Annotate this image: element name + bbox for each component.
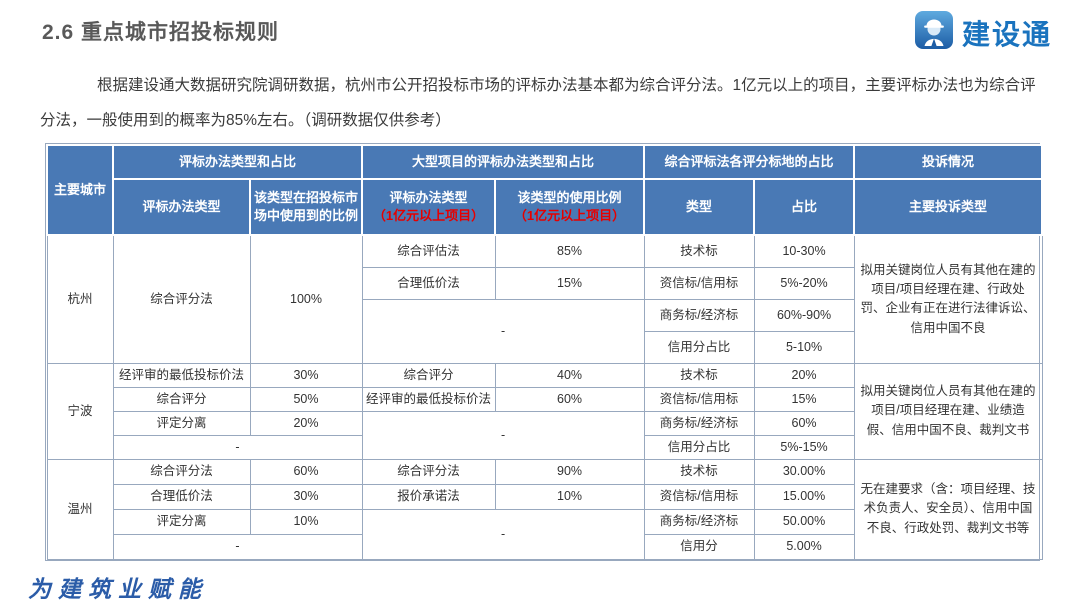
table-row: - 信用分占比 5%-15% [47, 434, 1042, 460]
header-method-type: 评标办法类型 [112, 178, 251, 236]
large-ratio-cell: 90% [494, 458, 645, 485]
header-main-city: 主要城市 [46, 144, 114, 236]
header-score-type: 类型 [643, 178, 756, 236]
score-ratio-cell: 15% [753, 386, 855, 412]
method-type-cell: 经评审的最低投标价法 [112, 362, 251, 388]
score-ratio-cell: 60% [753, 410, 855, 436]
score-ratio-cell: 50.00% [753, 508, 855, 535]
complaint-cell: 拟用关键岗位人员有其他在建的项目/项目经理在建、行政处罚、企业有正在进行法律诉讼… [853, 234, 1043, 364]
large-type-cell: 经评审的最低投标价法 [361, 386, 496, 412]
large-ratio-cell: 60% [494, 386, 645, 412]
score-ratio-cell: 10-30% [753, 234, 855, 268]
method-type-cell: 综合评分法 [112, 234, 251, 364]
empty-cell: - [361, 298, 645, 364]
score-ratio-cell: 30.00% [753, 458, 855, 485]
score-ratio-cell: 5-10% [753, 330, 855, 364]
table-row: 合理低价法 15% 资信标/信用标 5%-20% [47, 266, 1042, 300]
table-row: 合理低价法 30% 报价承诺法 10% 资信标/信用标 15.00% [47, 483, 1042, 510]
table-row: 杭州 综合评分法 100% 综合评估法 85% 技术标 10-30% 拟用关键岗… [46, 234, 1043, 364]
large-type-cell: 综合评分 [361, 362, 496, 388]
empty-cell: - [112, 533, 363, 560]
header-method-ratio: 该类型在招投标市场中使用到的比例 [248, 178, 364, 236]
score-type-cell: 资信标/信用标 [643, 386, 755, 412]
header-large-type-note: （1亿元以上项目） [372, 208, 485, 223]
score-type-cell: 商务标/经济标 [643, 410, 755, 436]
score-ratio-cell: 5%-20% [753, 266, 855, 300]
table-row: - 信用分 5.00% [47, 533, 1042, 560]
complaint-cell: 无在建要求（含：项目经理、技术负责人、安全员）、信用中国不良、行政处罚、裁判文书… [853, 458, 1043, 560]
method-type-cell: 综合评分法 [112, 458, 251, 485]
footer-slogan: 为建筑业赋能 [28, 576, 208, 603]
score-ratio-cell: 60%-90% [753, 298, 855, 332]
table-row: 综合评分 50% 经评审的最低投标价法 60% 资信标/信用标 15% [47, 386, 1042, 412]
header-group-method: 评标办法类型和占比 [111, 144, 364, 180]
score-type-cell: 信用分占比 [643, 330, 755, 364]
empty-cell: - [361, 508, 645, 560]
large-ratio-cell: 40% [494, 362, 645, 388]
method-ratio-cell: 30% [249, 483, 363, 510]
header-large-ratio: 该类型的使用比例 （1亿元以上项目） [494, 178, 646, 236]
header-group-large-project: 大型项目的评标办法类型和占比 [361, 144, 646, 180]
method-ratio-cell: 60% [249, 458, 363, 485]
logo-text: 建设通 [961, 18, 1052, 50]
construction-worker-icon [914, 10, 954, 55]
score-ratio-cell: 15.00% [753, 483, 855, 510]
page-title: 2.6 重点城市招投标规则 [42, 21, 280, 44]
score-type-cell: 资信标/信用标 [643, 483, 755, 510]
header-large-type-label: 评标办法类型 [389, 190, 468, 206]
method-ratio-cell: 20% [249, 410, 363, 436]
large-type-cell: 综合评估法 [361, 234, 496, 268]
score-type-cell: 信用分 [643, 533, 755, 560]
score-type-cell: 技术标 [643, 458, 755, 485]
large-ratio-cell: 85% [494, 234, 645, 268]
city-name: 杭州 [46, 234, 114, 364]
header-group-complaint: 投诉情况 [853, 144, 1044, 180]
large-type-cell: 报价承诺法 [361, 483, 496, 510]
method-type-cell: 合理低价法 [112, 483, 251, 510]
method-ratio-cell: 10% [249, 508, 363, 535]
header-large-type: 评标办法类型 （1亿元以上项目） [361, 178, 497, 236]
intro-paragraph: 根据建设通大数据研究院调研数据，杭州市公开招投标市场的评标办法基本都为综合评分法… [40, 77, 1036, 129]
score-ratio-cell: 5.00% [753, 533, 855, 560]
method-type-cell: 评定分离 [112, 508, 251, 535]
empty-cell: - [361, 410, 645, 460]
method-type-cell: 评定分离 [112, 410, 251, 436]
header-large-ratio-note: （1亿元以上项目） [513, 208, 626, 223]
empty-cell: - [112, 434, 363, 460]
table-row: 评定分离 20% - 商务标/经济标 60% [47, 410, 1042, 460]
large-ratio-cell: 15% [494, 266, 645, 300]
city-name: 宁波 [46, 362, 114, 460]
table-row: 宁波 经评审的最低投标价法 30% 综合评分 40% 技术标 20% 拟用关键岗… [46, 362, 1043, 460]
bidding-rules-table: 主要城市 评标办法类型和占比 大型项目的评标办法类型和占比 综合评标法各评分标地… [46, 144, 1044, 560]
complaint-cell: 拟用关键岗位人员有其他在建的项目/项目经理在建、业绩造假、信用中国不良、裁判文书 [853, 362, 1043, 460]
score-type-cell: 技术标 [643, 234, 755, 268]
method-ratio-cell: 30% [249, 362, 363, 388]
table-row: 温州 综合评分法 60% 综合评分法 90% 技术标 30.00% 无在建要求（… [46, 458, 1043, 560]
score-type-cell: 资信标/信用标 [643, 266, 755, 300]
header-large-ratio-label: 该类型的使用比例 [517, 190, 622, 206]
method-type-cell: 综合评分 [112, 386, 251, 412]
table-row: 评定分离 10% - 商务标/经济标 50.00% [47, 508, 1042, 560]
score-type-cell: 技术标 [643, 362, 755, 388]
method-ratio-cell: 50% [249, 386, 363, 412]
bidding-rules-table-wrapper: 主要城市 评标办法类型和占比 大型项目的评标办法类型和占比 综合评标法各评分标地… [45, 143, 1044, 561]
score-ratio-cell: 5%-15% [753, 434, 855, 460]
logo: 建设通 [914, 10, 1052, 55]
city-name: 温州 [46, 458, 114, 560]
large-ratio-cell: 10% [494, 483, 645, 510]
score-type-cell: 商务标/经济标 [643, 508, 755, 535]
large-type-cell: 合理低价法 [361, 266, 496, 300]
score-type-cell: 商务标/经济标 [643, 298, 755, 332]
header-complaint-type: 主要投诉类型 [853, 178, 1044, 236]
header-score-ratio: 占比 [753, 178, 856, 236]
method-ratio-cell: 100% [249, 234, 363, 364]
large-type-cell: 综合评分法 [361, 458, 496, 485]
score-ratio-cell: 20% [753, 362, 855, 388]
score-type-cell: 信用分占比 [643, 434, 755, 460]
header-group-score: 综合评标法各评分标地的占比 [643, 144, 856, 180]
